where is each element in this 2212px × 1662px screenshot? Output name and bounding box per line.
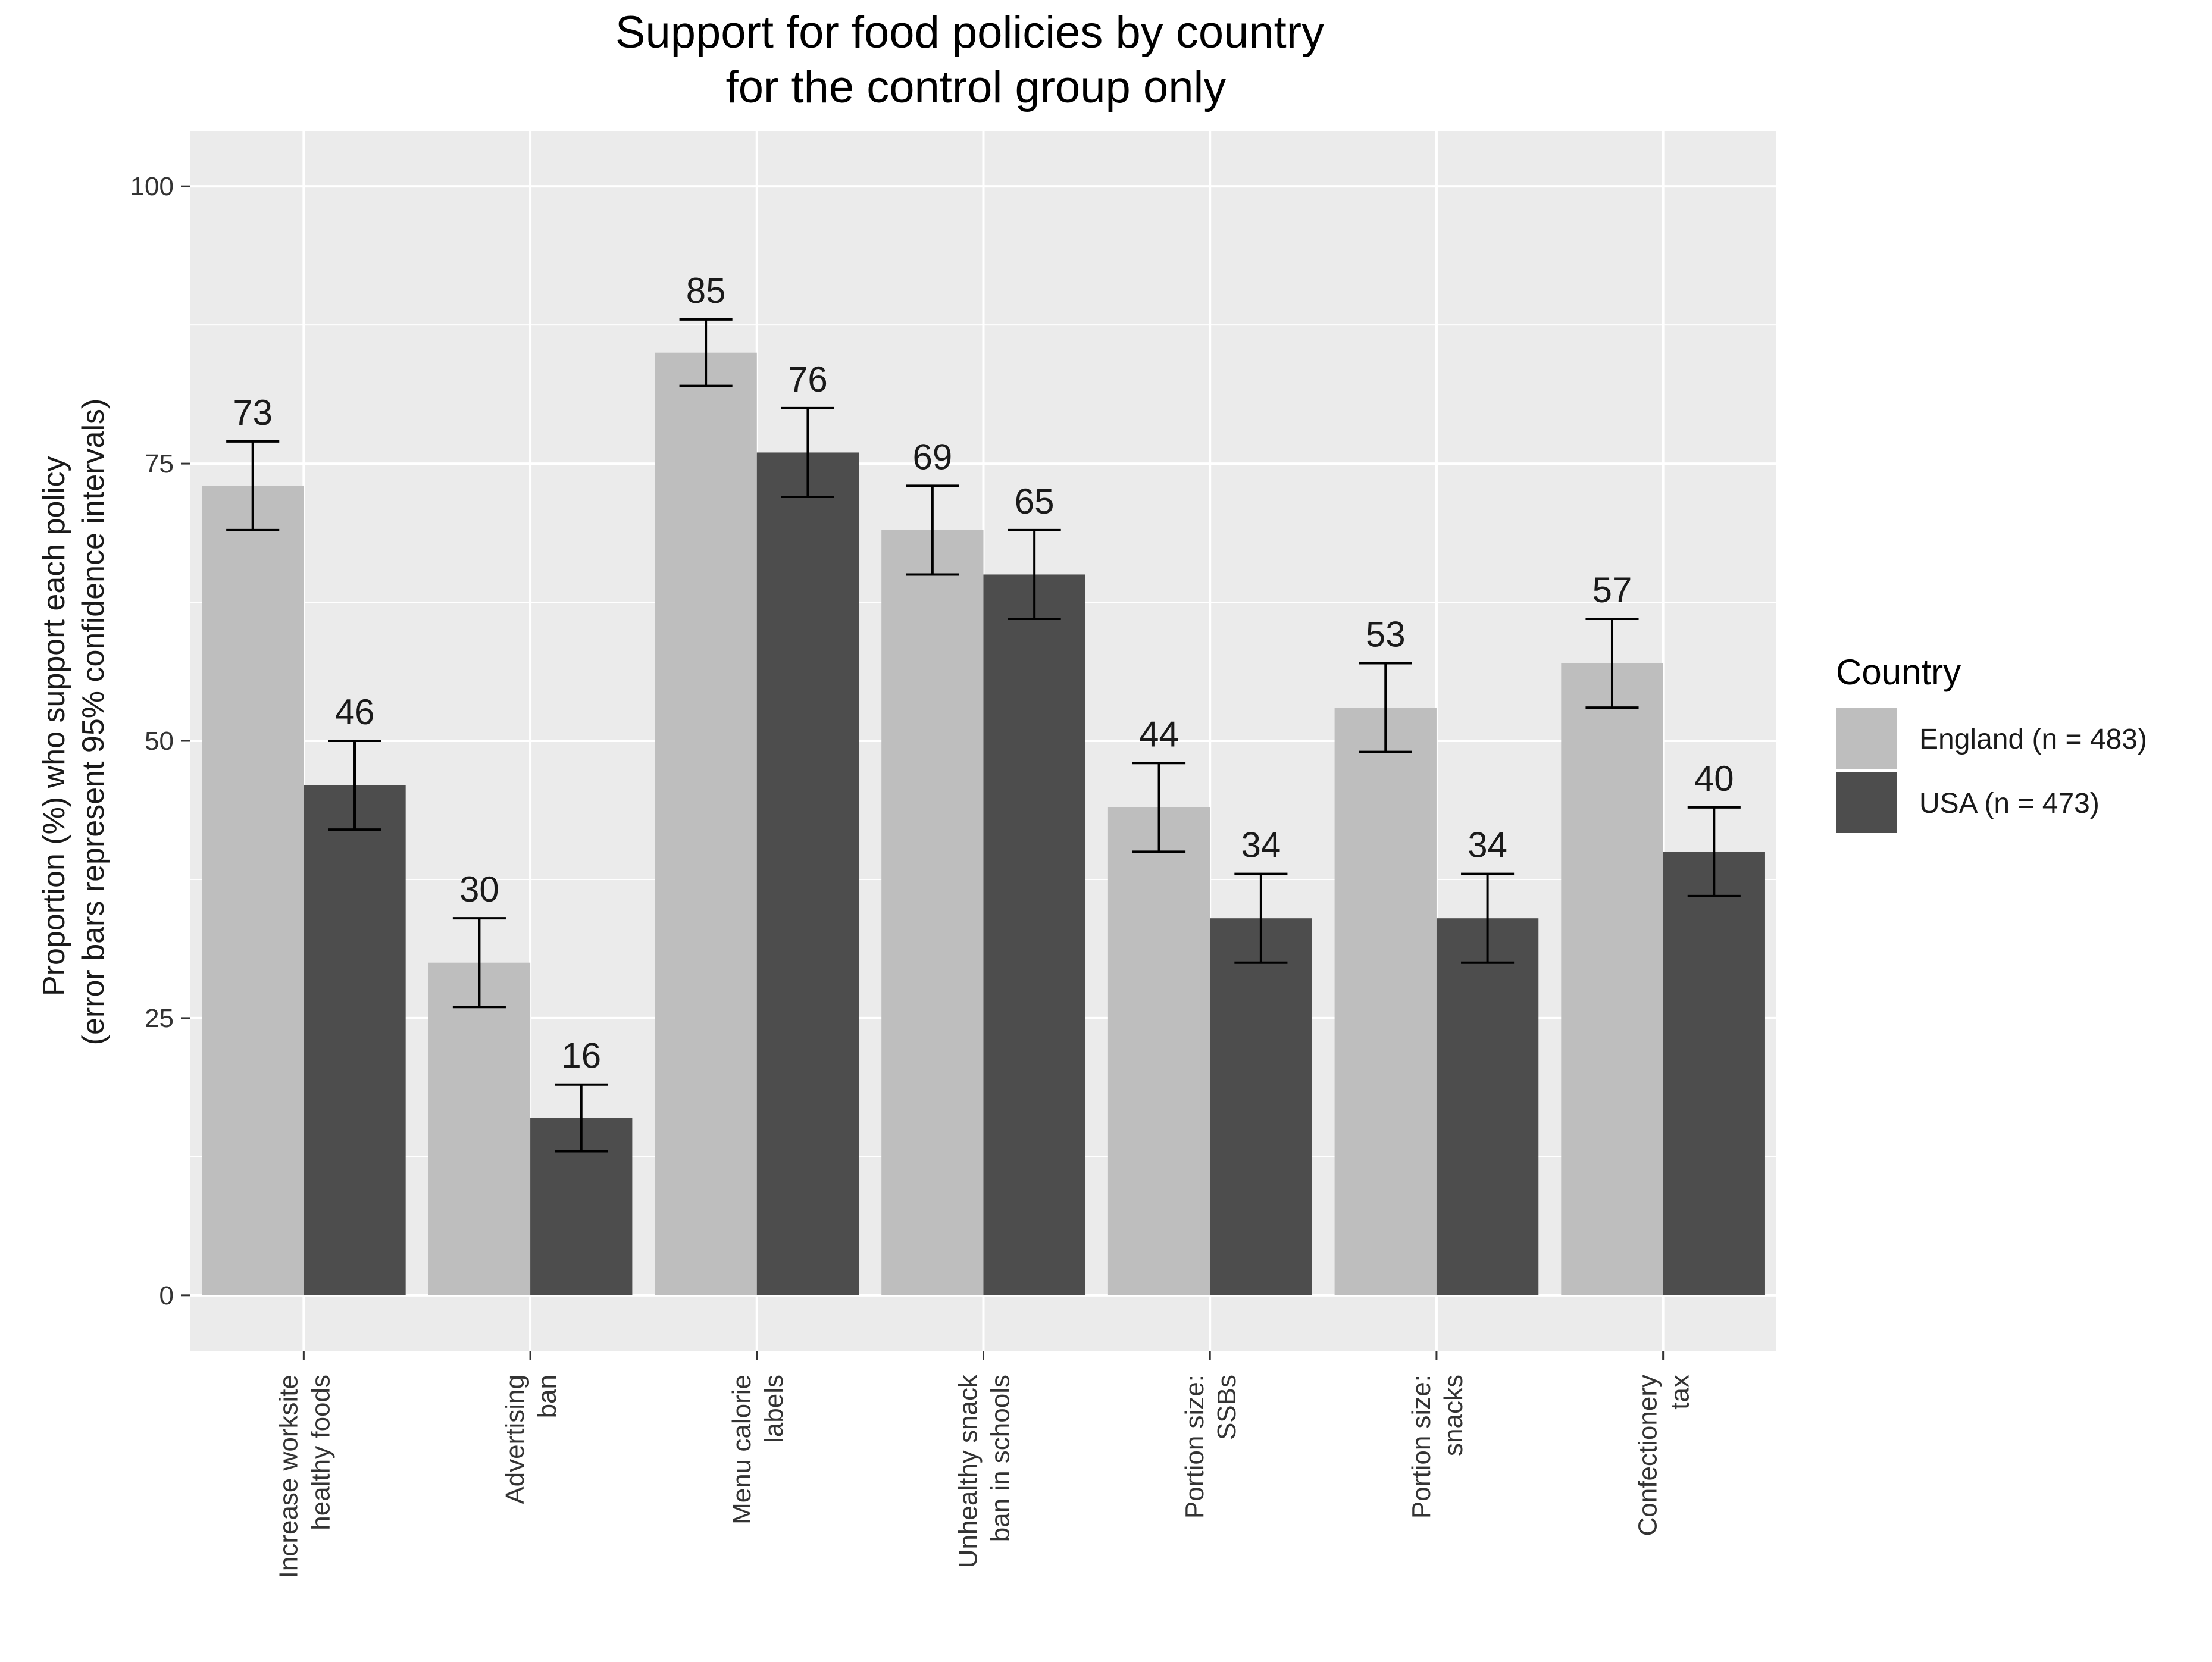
value-label: 30 (459, 869, 499, 909)
y-axis: 0 25 50 75 100 (130, 172, 190, 1310)
x-category-label-line: healthy foods (306, 1375, 335, 1530)
chart-title: Support for food policies by country for… (615, 7, 1337, 112)
bars (202, 352, 1765, 1295)
x-category-label: Advertising ban (500, 1375, 562, 1504)
chart-title-line-2: for the control group only (726, 62, 1227, 112)
chart-title-line-1: Support for food policies by country (615, 7, 1324, 58)
x-category-label-line: Confectionery (1634, 1375, 1663, 1536)
x-category-label: Confectionery tax (1634, 1375, 1695, 1536)
value-label: 53 (1366, 615, 1406, 655)
x-category-label-line: Portion size: (1407, 1375, 1436, 1519)
bar (983, 574, 1085, 1295)
x-category-label: Portion size: SSBs (1180, 1375, 1241, 1519)
error-bars (226, 318, 1741, 1153)
y-tick-label: 0 (159, 1281, 174, 1310)
bar (304, 785, 406, 1295)
x-category-label-line: ban in schools (986, 1375, 1015, 1542)
bar (881, 530, 984, 1295)
bar (1436, 918, 1539, 1295)
x-category-label-line: Portion size: (1180, 1375, 1209, 1519)
bar (756, 452, 859, 1295)
value-label: 16 (561, 1036, 601, 1076)
legend-key (1836, 708, 1897, 769)
bar (428, 962, 531, 1295)
legend-key (1836, 772, 1897, 833)
bar (1210, 918, 1312, 1295)
x-category-label-line: tax (1666, 1375, 1695, 1410)
bar (1334, 708, 1437, 1295)
value-label: 44 (1139, 714, 1179, 754)
x-category-label-line: SSBs (1212, 1375, 1241, 1440)
bar (1663, 852, 1765, 1295)
value-label: 76 (788, 359, 828, 399)
y-axis-title-line-1: Proportion (%) who support each policy (37, 456, 71, 996)
value-label: 65 (1015, 481, 1055, 521)
bar (202, 486, 304, 1295)
y-tick-label: 25 (145, 1004, 174, 1033)
bar (1561, 663, 1663, 1295)
x-category-label-line: snacks (1439, 1375, 1468, 1456)
legend-label: England (n = 483) (1919, 724, 2147, 755)
value-label: 46 (335, 692, 375, 732)
y-axis-title: Proportion (%) who support each policy (… (37, 399, 111, 1046)
value-label: 73 (233, 393, 273, 433)
y-tick-label: 50 (145, 727, 174, 756)
legend-label: USA (n = 473) (1919, 788, 2100, 819)
x-category-label-line: Advertising (500, 1375, 530, 1504)
y-tick-label: 75 (145, 449, 174, 478)
value-label: 85 (686, 271, 726, 311)
x-category-label-line: Menu calorie (727, 1375, 756, 1525)
x-axis: Increase worksite healthy foods Advertisin… (274, 1351, 1695, 1578)
x-category-label-line: labels (759, 1375, 789, 1443)
value-label: 34 (1468, 825, 1507, 865)
x-category-label-line: Unhealthy snack (954, 1374, 983, 1568)
value-label: 40 (1694, 759, 1734, 799)
bar (655, 352, 757, 1295)
value-label: 69 (912, 437, 952, 477)
x-category-label-line: Increase worksite (274, 1375, 303, 1578)
x-category-label: Unhealthy snack ban in schools (954, 1374, 1015, 1568)
y-tick-label: 100 (130, 172, 174, 201)
x-category-label: Increase worksite healthy foods (274, 1375, 335, 1578)
value-labels: 73 30 85 69 44 53 57 46 16 76 65 34 34 40 (233, 271, 1734, 1076)
value-label: 57 (1592, 570, 1632, 610)
x-category-label: Portion size: snacks (1407, 1375, 1468, 1519)
value-label: 34 (1241, 825, 1281, 865)
y-axis-title-line-2: (error bars represent 95% confidence int… (76, 399, 111, 1046)
x-category-label-line: ban (533, 1375, 562, 1418)
bar (1107, 807, 1210, 1295)
legend-title: Country (1836, 652, 1961, 692)
legend: Country England (n = 483) USA (n = 473) (1836, 652, 2147, 833)
x-category-label: Menu calorie labels (727, 1375, 789, 1525)
